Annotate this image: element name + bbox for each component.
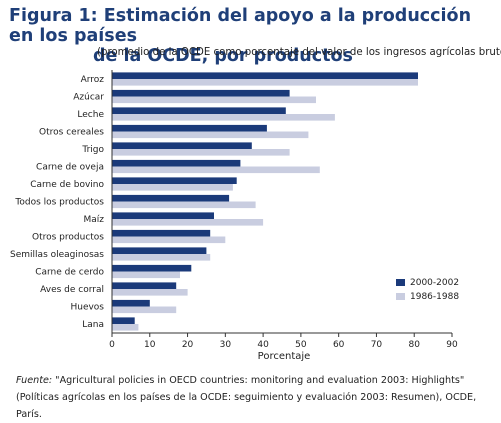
x-tick-label: 80 — [408, 340, 420, 350]
category-label: Trigo — [81, 145, 104, 155]
bar-1986-1988 — [112, 236, 226, 244]
bar-2000-2002 — [112, 212, 214, 219]
figure-title-line-1: Figura 1: Estimación del apoyo a la prod… — [9, 6, 472, 46]
category-label: Lana — [82, 320, 104, 330]
bar-2000-2002 — [112, 142, 252, 149]
bar-2000-2002 — [112, 194, 230, 202]
category-label: Maíz — [83, 215, 104, 225]
x-tick-label: 50 — [295, 340, 307, 350]
bar-2000-2002 — [112, 89, 290, 97]
bar-1986-1988 — [112, 96, 316, 104]
source-label: Fuente: — [16, 375, 53, 386]
bar-1986-1988 — [112, 306, 177, 314]
category-label: Todos los productos — [14, 198, 104, 208]
bar-1986-1988 — [112, 131, 309, 139]
x-tick-label: 70 — [371, 340, 383, 350]
bar-2000-2002 — [112, 124, 267, 132]
source-citation: "Agricultural policies in OECD countries… — [55, 375, 465, 386]
figure-title: Figura 1: Estimación del apoyo a la prod… — [9, 6, 497, 66]
category-label: Arroz — [81, 75, 105, 85]
bar-1986-1988 — [112, 201, 256, 209]
category-label: Azúcar — [73, 93, 104, 103]
bar-2000-2002 — [112, 229, 211, 237]
category-label: Leche — [77, 110, 104, 120]
legend-label-1986-1988: 1986-1988 — [410, 292, 459, 302]
bar-1986-1988 — [112, 184, 233, 191]
figure-subtitle: (promedio de la OCDE como porcentaje del… — [97, 47, 501, 58]
bar-2000-2002 — [112, 299, 150, 307]
bar-1986-1988 — [112, 324, 139, 331]
bar-2000-2002 — [112, 72, 418, 79]
bar-1986-1988 — [112, 114, 335, 121]
bar-1986-1988 — [112, 149, 290, 156]
category-label: Carne de bovino — [30, 180, 104, 190]
x-tick-label: 20 — [182, 340, 194, 350]
category-label: Aves de corral — [40, 285, 104, 295]
legend-swatch-2000-2002 — [396, 279, 405, 286]
bar-chart: Arroz Azúcar Leche Otros cereales Trigo Carne… — [10, 70, 459, 362]
bar-2000-2002 — [112, 317, 135, 324]
category-label: Carne de oveja — [36, 163, 104, 173]
bar-2000-2002 — [112, 264, 192, 272]
source-note: Fuente: "Agricultural policies in OECD c… — [16, 372, 500, 423]
legend-label-2000-2002: 2000-2002 — [410, 278, 459, 288]
bar-1986-1988 — [112, 289, 188, 296]
bar-2000-2002 — [112, 247, 207, 254]
source-line-2: (Políticas agrícolas en los países de la… — [16, 392, 477, 420]
x-axis-label: Porcentaje — [258, 351, 311, 362]
x-tick-label: 30 — [220, 340, 232, 350]
x-tick-label: 10 — [144, 340, 156, 350]
category-label: Huevos — [70, 303, 104, 313]
bar-1986-1988 — [112, 79, 418, 86]
source-line-1: Fuente: "Agricultural policies in OECD c… — [16, 372, 500, 389]
bar-1986-1988 — [112, 219, 264, 226]
bar-2000-2002 — [112, 159, 241, 167]
bar-2000-2002 — [112, 282, 177, 289]
bar-2000-2002 — [112, 107, 286, 114]
bar-2000-2002 — [112, 177, 237, 184]
x-tick-label: 90 — [446, 340, 458, 350]
legend-swatch-1986-1988 — [396, 293, 405, 300]
bar-1986-1988 — [112, 254, 211, 261]
x-tick-label: 60 — [333, 340, 345, 350]
x-tick-label: 40 — [257, 340, 269, 350]
bar-1986-1988 — [112, 271, 180, 279]
category-label: Semillas oleaginosas — [10, 250, 104, 260]
category-label: Otros cereales — [39, 128, 104, 138]
x-tick-label: 0 — [109, 340, 115, 350]
bar-1986-1988 — [112, 166, 320, 174]
category-label: Otros productos — [32, 233, 104, 243]
category-label: Carne de cerdo — [35, 268, 104, 278]
figure-title-line-2: de la OCDE, por productos — [93, 46, 353, 66]
